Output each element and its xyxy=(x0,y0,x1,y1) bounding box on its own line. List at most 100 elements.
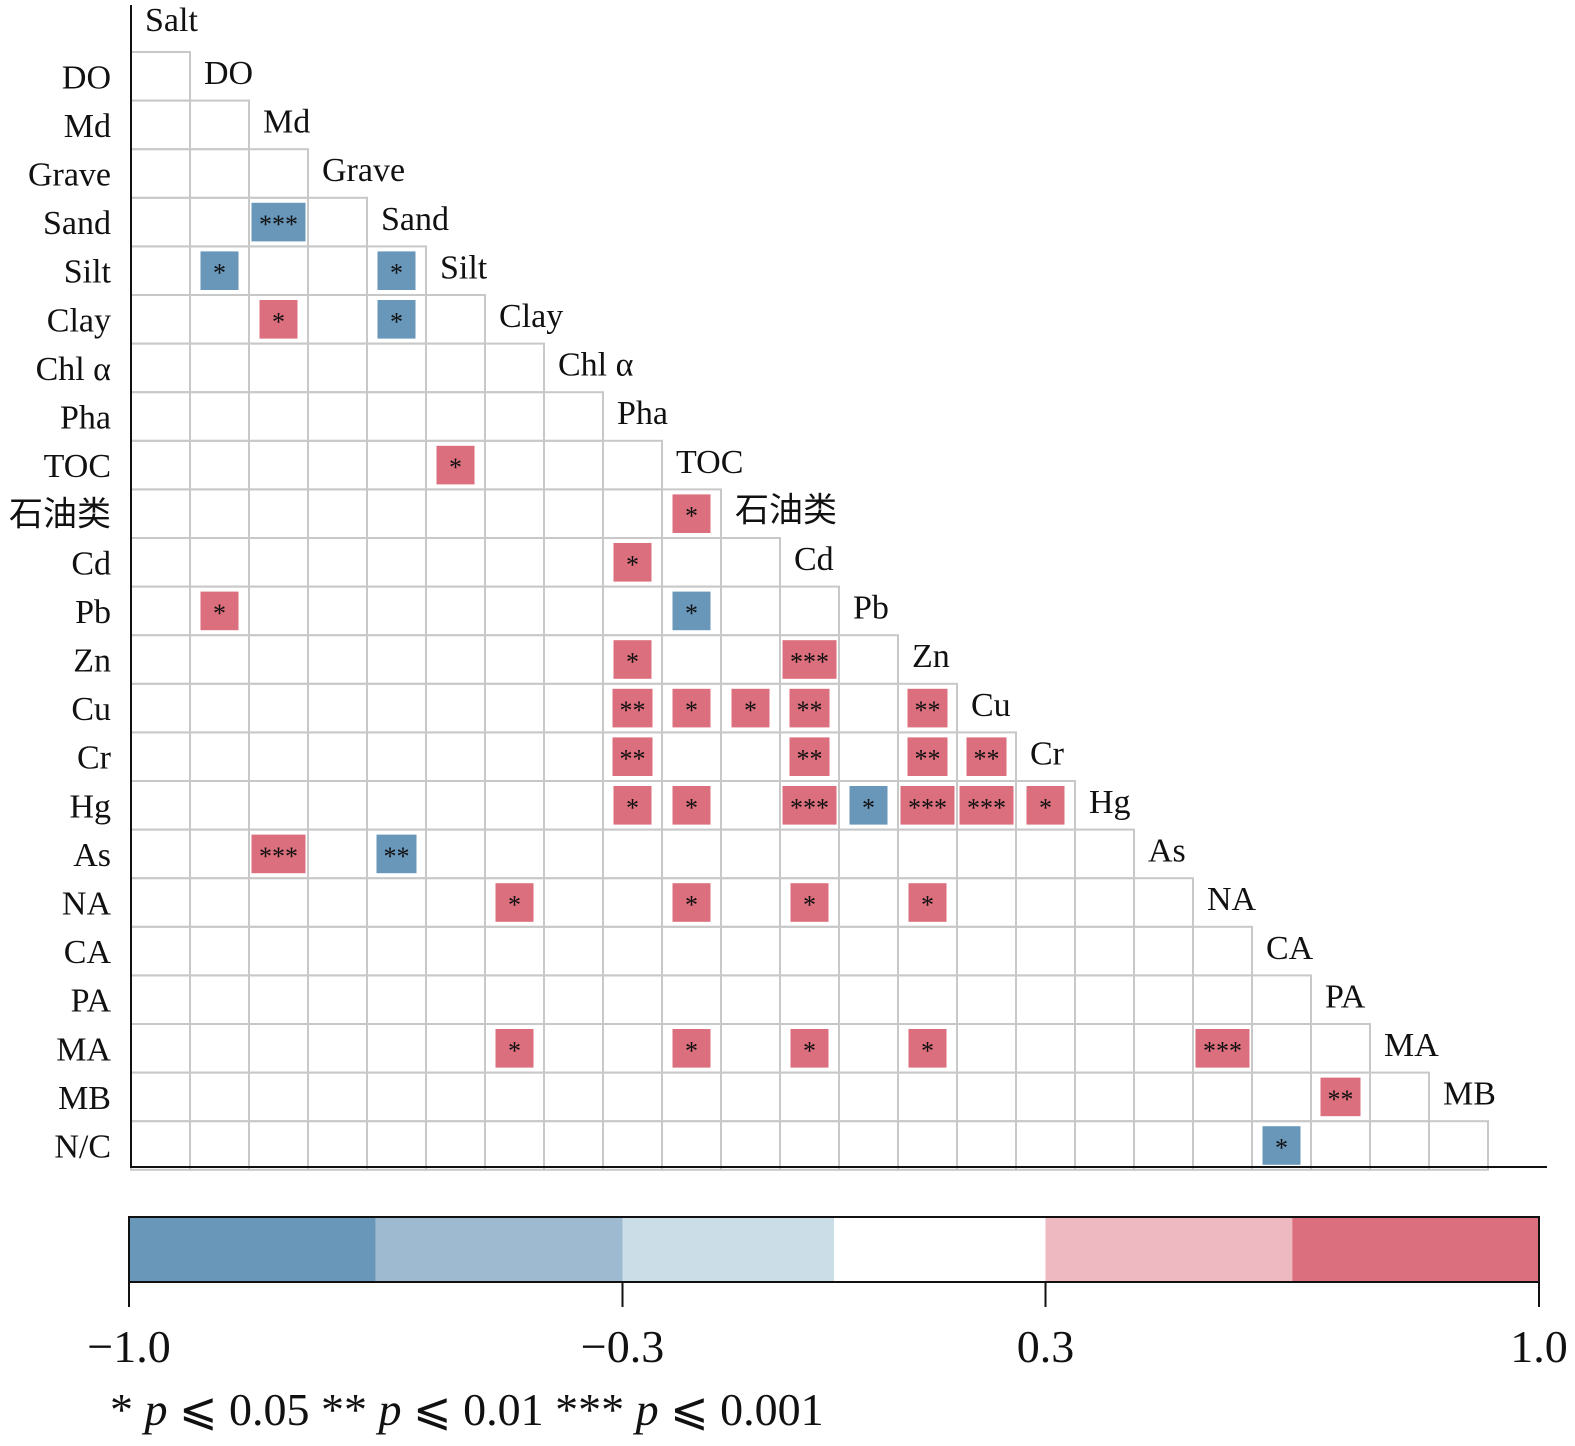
sig-marker: * xyxy=(213,259,226,288)
sig-cell-cr-cd xyxy=(789,737,830,776)
grid-cell xyxy=(189,99,250,151)
grid-cell xyxy=(543,974,604,1026)
grid-cell xyxy=(1015,877,1076,928)
sig-cell-cd-pha xyxy=(613,543,652,582)
diagonal-label-do: DO xyxy=(204,55,253,92)
legend-threshold: ⩽ 0.01 xyxy=(402,1384,544,1435)
grid-cell xyxy=(1015,1120,1076,1171)
grid-cell xyxy=(602,488,663,539)
grid-cell xyxy=(543,585,604,637)
grid-cell xyxy=(838,1023,899,1074)
grid-cell xyxy=(130,1023,191,1074)
grid-cell xyxy=(366,488,427,539)
grid-cell xyxy=(484,780,545,831)
grid-cell xyxy=(248,439,309,491)
grid-cell xyxy=(602,925,663,977)
grid-cell xyxy=(661,1071,722,1123)
grid-cell xyxy=(366,439,427,491)
colorbar-bin-2 xyxy=(375,1217,623,1282)
grid-cell xyxy=(720,1071,781,1123)
grid-cell xyxy=(779,1071,840,1123)
grid-cell xyxy=(1192,974,1253,1026)
sig-marker: * xyxy=(921,891,934,920)
sig-marker: ** xyxy=(1328,1085,1354,1114)
sig-cell-na-cd xyxy=(790,883,829,922)
grid-cell xyxy=(366,974,427,1026)
grid-cell xyxy=(602,1071,663,1123)
row-label-toc: TOC xyxy=(44,448,111,485)
legend-threshold: ⩽ 0.05 xyxy=(168,1384,310,1435)
sig-cell-hg-zn xyxy=(900,786,955,825)
grid-cell xyxy=(307,488,368,539)
grid-cell xyxy=(307,1071,368,1123)
grid-cell xyxy=(484,682,545,734)
diagonal-label-toc: TOC xyxy=(676,444,743,481)
legend-threshold: ⩽ 0.001 xyxy=(659,1384,824,1435)
grid-cell xyxy=(130,148,191,199)
legend-p: p xyxy=(633,1384,659,1435)
grid-cell xyxy=(366,585,427,637)
grid-cell xyxy=(484,731,545,783)
grid-cell xyxy=(484,439,545,491)
grid-cell xyxy=(1133,1120,1194,1171)
sig-cell-clay-md xyxy=(259,300,298,339)
row-label-grave: Grave xyxy=(28,157,111,194)
row-label-do: DO xyxy=(62,59,111,96)
row-label-cd: Cd xyxy=(71,545,111,582)
grid-cell xyxy=(189,877,250,928)
sig-cell-sand-md xyxy=(251,202,306,242)
grid-cell xyxy=(366,1023,427,1074)
sig-cell-hg-cr xyxy=(1026,786,1065,825)
sig-marker: ** xyxy=(797,696,823,725)
sig-marker: * xyxy=(803,1036,816,1065)
sig-cell-hg-cu xyxy=(959,786,1014,825)
grid-cell xyxy=(425,731,486,783)
grid-cell xyxy=(307,731,368,783)
grid-cell xyxy=(779,1120,840,1171)
grid-cell xyxy=(130,196,191,248)
grid-cell xyxy=(366,1120,427,1171)
grid-cell xyxy=(1133,1023,1194,1074)
grid-cell xyxy=(366,537,427,588)
row-label-md: Md xyxy=(64,108,111,145)
grid-cell xyxy=(130,828,191,880)
grid-cell xyxy=(779,974,840,1026)
grid-cell xyxy=(1015,974,1076,1026)
grid-cell xyxy=(602,828,663,880)
sig-marker: ** xyxy=(620,745,646,774)
grid-cell xyxy=(602,974,663,1026)
grid-cell xyxy=(189,537,250,588)
grid-cell xyxy=(838,877,899,928)
grid-cell xyxy=(1192,1071,1253,1123)
grid-cell xyxy=(425,828,486,880)
grid-cell xyxy=(543,877,604,928)
sig-marker: * xyxy=(1275,1134,1288,1163)
diagonal-label-石油类: 石油类 xyxy=(735,491,837,529)
sig-cell-ma-cd xyxy=(790,1029,829,1068)
sig-marker: * xyxy=(862,793,875,822)
grid-cell xyxy=(838,828,899,880)
diagonal-label-pb: Pb xyxy=(853,590,889,627)
diagonal-label-zn: Zn xyxy=(912,638,950,675)
grid-cell xyxy=(1074,1023,1135,1074)
colorbar-bin-3 xyxy=(622,1217,834,1282)
diagonal-label-as: As xyxy=(1148,833,1186,870)
sig-cell-na-clay xyxy=(495,883,534,922)
grid-cell xyxy=(248,245,309,296)
sig-marker: *** xyxy=(967,793,1006,822)
grid-cell xyxy=(248,731,309,783)
significance-cells: **** ** ***** ** ***** * * ** **** ** ** *** * *** * **… xyxy=(200,202,1361,1165)
grid-cell xyxy=(543,391,604,442)
sig-cell-na-zn xyxy=(908,883,947,922)
grid-cell xyxy=(248,391,309,442)
grid-cell xyxy=(248,342,309,394)
diagonal-label-cd: Cd xyxy=(794,541,834,578)
grid-cell xyxy=(1251,1023,1312,1074)
sig-marker: * xyxy=(508,1036,521,1065)
sig-marker: * xyxy=(685,793,698,822)
grid-cell xyxy=(484,585,545,637)
grid-cell xyxy=(130,342,191,394)
sig-marker: *** xyxy=(1203,1036,1242,1065)
grid-cell xyxy=(130,245,191,296)
grid-cell xyxy=(425,488,486,539)
